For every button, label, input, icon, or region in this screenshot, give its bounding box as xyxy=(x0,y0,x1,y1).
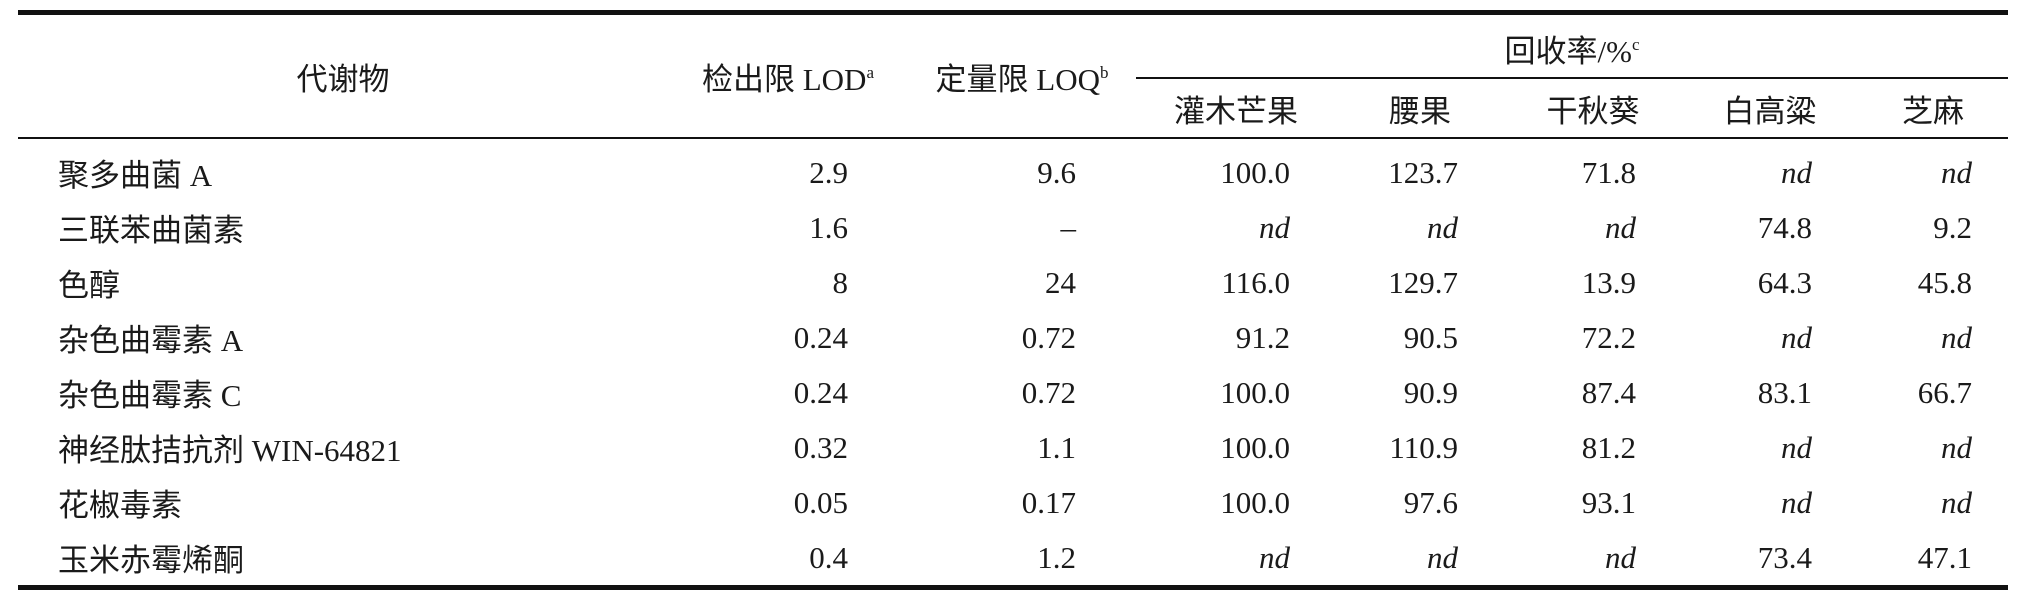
table-row: 杂色曲霉素 C 0.24 0.72 100.0 90.9 87.4 83.1 66.7 xyxy=(18,365,2008,420)
recovery-value: 81.2 xyxy=(1581,429,1636,465)
recovery-value: 47.1 xyxy=(1858,530,2009,590)
recovery-value: 100.0 xyxy=(1220,429,1290,465)
recovery-value: 123.7 xyxy=(1388,154,1458,190)
recovery-value: nd xyxy=(1504,530,1682,590)
header-sample: 白高粱 xyxy=(1682,78,1858,139)
recovery-value: 90.5 xyxy=(1403,319,1458,355)
header-lod-footnote: a xyxy=(866,62,874,82)
recovery-value: 93.1 xyxy=(1581,484,1636,520)
header-metabolite: 代谢物 xyxy=(18,10,668,139)
table-row: 杂色曲霉素 A 0.24 0.72 91.2 90.5 72.2 nd nd xyxy=(18,310,2008,365)
recovery-value: nd xyxy=(1781,154,1812,190)
metabolite-name: 花椒毒素 xyxy=(58,488,182,523)
recovery-value: nd xyxy=(1941,429,1973,465)
recovery-value: 90.9 xyxy=(1403,374,1458,410)
header-sample: 灌木芒果 xyxy=(1136,78,1336,139)
recovery-value: 91.2 xyxy=(1235,319,1290,355)
lod-value: 0.32 xyxy=(793,429,848,465)
recovery-value: 110.9 xyxy=(1389,429,1458,465)
data-table-container: 代谢物 检出限 LODa 定量限 LOQb 回收率/%c 灌木芒果 腰果 干秋葵… xyxy=(18,10,2009,590)
lod-value: 0.4 xyxy=(668,530,908,590)
table-row: 玉米赤霉烯酮 0.4 1.2 nd nd nd 73.4 47.1 xyxy=(18,530,2009,590)
lod-value: 1.6 xyxy=(809,209,848,245)
table-row: 神经肽拮抗剂 WIN-64821 0.32 1.1 100.0 110.9 81.2 nd n… xyxy=(18,420,2008,475)
loq-value: 0.72 xyxy=(1021,374,1076,410)
recovery-value: nd xyxy=(1941,154,1973,190)
metabolite-name: 三联苯曲菌素 xyxy=(58,213,244,248)
recovery-value: 73.4 xyxy=(1682,530,1858,590)
header-loq-footnote: b xyxy=(1099,62,1109,82)
recovery-value: 100.0 xyxy=(1220,374,1290,410)
metabolite-name: 色醇 xyxy=(58,268,120,303)
table-row: 聚多曲菌 A 2.9 9.6 100.0 123.7 71.8 nd nd xyxy=(18,138,2008,200)
header-lod: 检出限 LODa xyxy=(668,10,908,139)
table-body: 聚多曲菌 A 2.9 9.6 100.0 123.7 71.8 nd nd 三联苯曲菌素 1.6–… xyxy=(18,138,2009,590)
loq-value: 0.17 xyxy=(1021,484,1076,520)
recovery-value: 97.6 xyxy=(1403,484,1458,520)
lod-value: 0.05 xyxy=(793,484,848,520)
table-row: 三联苯曲菌素 1.6 – nd nd nd 74.8 9.2 xyxy=(18,200,2008,255)
recovery-value: 71.8 xyxy=(1581,154,1636,190)
table-row: 色醇 8 24 116.0 129.7 13.9 64.3 45.8 xyxy=(18,255,2008,310)
loq-value: 1.2 xyxy=(908,530,1136,590)
recovery-value: 9.2 xyxy=(1933,209,1973,245)
recovery-value: 83.1 xyxy=(1757,374,1812,410)
lod-value: 2.9 xyxy=(809,154,848,190)
recovery-value: 116.0 xyxy=(1221,264,1290,300)
recovery-value: nd xyxy=(1259,209,1290,245)
recovery-value: nd xyxy=(1781,429,1812,465)
recovery-value: nd xyxy=(1427,209,1458,245)
lod-value: 8 xyxy=(832,264,849,300)
header-recovery: 回收率/%c xyxy=(1136,10,2009,79)
recovery-value: nd xyxy=(1781,319,1812,355)
header-sample: 腰果 xyxy=(1336,78,1504,139)
recovery-value: 87.4 xyxy=(1581,374,1636,410)
loq-value: 9.6 xyxy=(1037,154,1076,190)
recovery-value: nd xyxy=(1941,484,1973,520)
metabolite-name: 杂色曲霉素 A xyxy=(58,323,244,358)
table-row: 花椒毒素 0.05 0.17 100.0 97.6 93.1 nd nd xyxy=(18,475,2008,530)
metabolite-name: 神经肽拮抗剂 WIN-64821 xyxy=(58,433,402,468)
recovery-value: 74.8 xyxy=(1757,209,1812,245)
recovery-value: nd xyxy=(1941,319,1973,355)
recovery-value: 66.7 xyxy=(1917,374,1973,410)
loq-value: 24 xyxy=(1045,264,1076,300)
loq-value: – xyxy=(1060,209,1077,245)
recovery-value: nd xyxy=(1781,484,1812,520)
loq-value: 0.72 xyxy=(1021,319,1076,355)
header-sample: 芝麻 xyxy=(1858,78,2009,139)
recovery-value: 100.0 xyxy=(1220,154,1290,190)
header-loq: 定量限 LOQb xyxy=(908,10,1136,139)
recovery-value: nd xyxy=(1336,530,1504,590)
header-sample: 干秋葵 xyxy=(1504,78,1682,139)
recovery-table: 代谢物 检出限 LODa 定量限 LOQb 回收率/%c 灌木芒果 腰果 干秋葵… xyxy=(18,10,2009,590)
recovery-value: nd xyxy=(1136,530,1336,590)
recovery-value: 129.7 xyxy=(1388,264,1458,300)
lod-value: 0.24 xyxy=(793,319,848,355)
recovery-value: 64.3 xyxy=(1757,264,1812,300)
metabolite-name: 玉米赤霉烯酮 xyxy=(18,530,668,590)
metabolite-name: 聚多曲菌 A xyxy=(58,158,213,193)
recovery-value: 45.8 xyxy=(1917,264,1973,300)
loq-value: 1.1 xyxy=(1037,429,1076,465)
recovery-value: 100.0 xyxy=(1220,484,1290,520)
recovery-value: 13.9 xyxy=(1581,264,1636,300)
metabolite-name: 杂色曲霉素 C xyxy=(58,378,242,413)
lod-value: 0.24 xyxy=(793,374,848,410)
recovery-value: 72.2 xyxy=(1581,319,1636,355)
table-header: 代谢物 检出限 LODa 定量限 LOQb 回收率/%c 灌木芒果 腰果 干秋葵… xyxy=(18,10,2009,139)
recovery-value: nd xyxy=(1605,209,1636,245)
header-recovery-footnote: c xyxy=(1631,34,1640,54)
